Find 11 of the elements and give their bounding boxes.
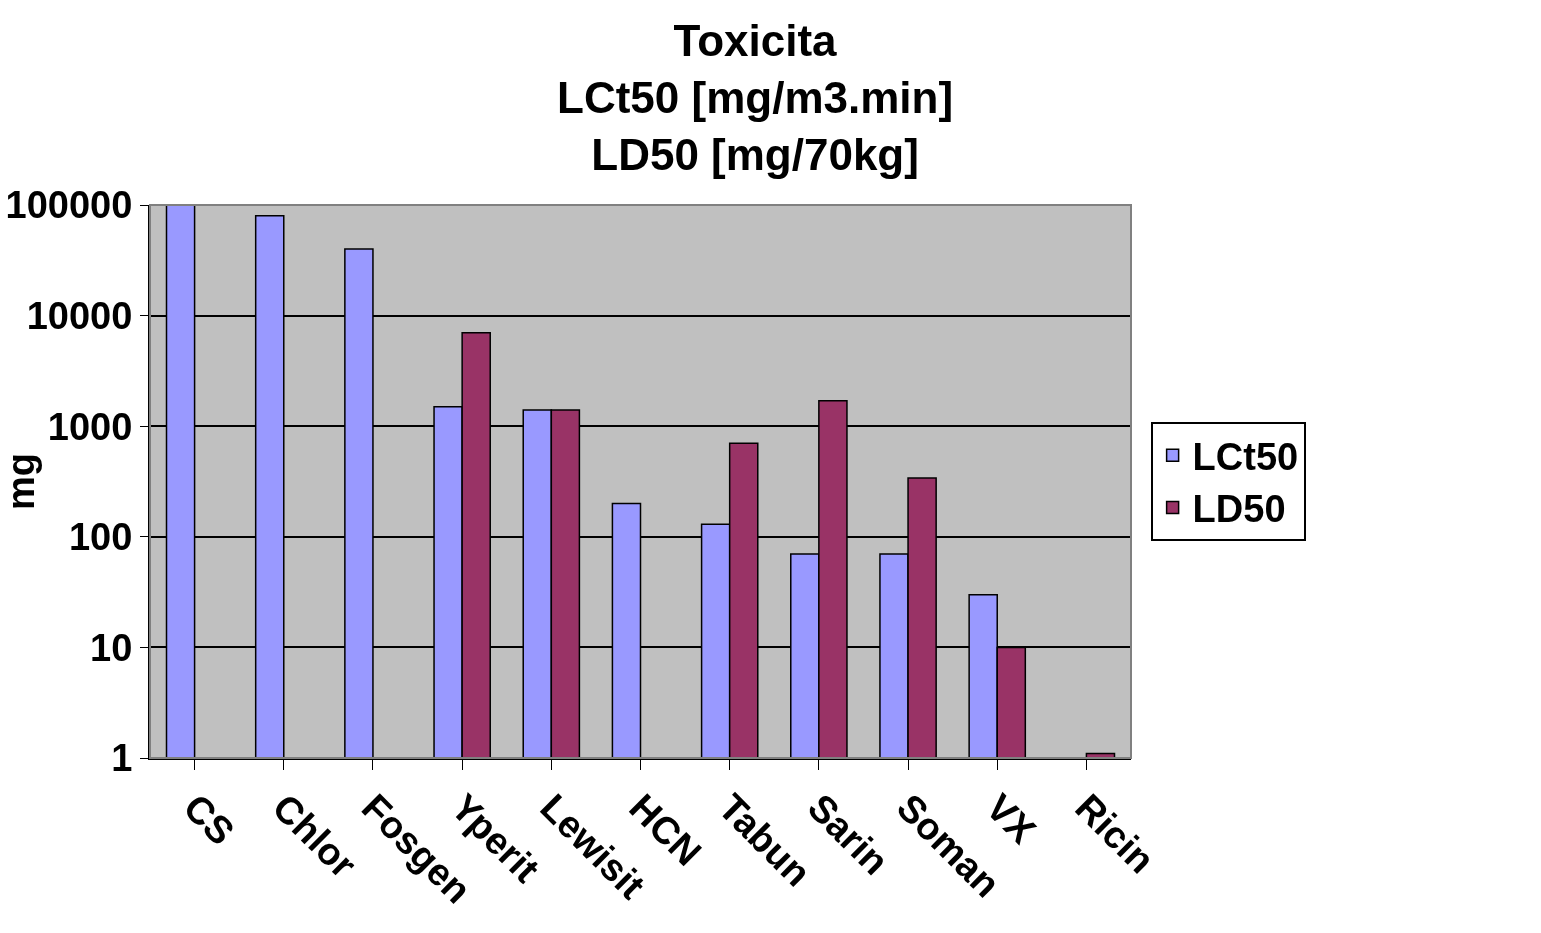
- y-axis-title: mg: [0, 453, 42, 510]
- chart-title: Toxicita LCt50 [mg/m3.min] LD50 [mg/70kg]: [557, 15, 954, 180]
- legend-label: LCt50: [1192, 436, 1299, 479]
- y-tick-label: 1000: [47, 405, 133, 448]
- y-tick-label: 10000: [26, 294, 133, 337]
- y-tick-label: 10: [90, 626, 133, 669]
- y-tick-label: 1: [111, 737, 133, 780]
- x-tick-label: CS: [175, 785, 243, 854]
- y-tick-label: 100: [68, 516, 133, 559]
- legend-label: LD50: [1192, 488, 1286, 531]
- y-tick-label: 100000: [5, 184, 133, 227]
